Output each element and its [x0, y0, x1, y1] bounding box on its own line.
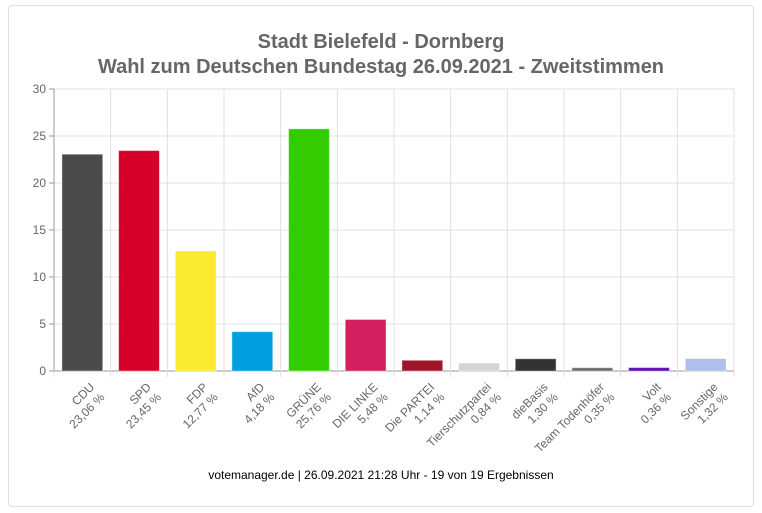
bar-fdp: [174, 250, 217, 372]
bar-die-partei: [401, 359, 444, 372]
bar-sonstige: [684, 358, 727, 372]
footer-source: votemanager.de | 26.09.2021 21:28 Uhr - …: [208, 468, 554, 482]
x-tick-label: AfD4,18 %: [231, 380, 278, 427]
bar-grüne: [288, 128, 330, 372]
bar-diebasis: [514, 358, 557, 372]
bar-team-todenhöfer: [571, 367, 614, 372]
x-tick-label: GRÜNE25,76 %: [283, 380, 334, 431]
bar-volt: [628, 367, 670, 372]
y-tick-label: 30: [33, 82, 47, 96]
y-tick-label: 0: [39, 364, 46, 378]
x-tick-label: SPD23,45 %: [113, 380, 164, 431]
chart-title: Stadt Bielefeld - Dornberg: [257, 31, 505, 53]
bar-spd: [118, 150, 160, 372]
y-tick-label: 15: [33, 223, 47, 237]
bar-tierschutzpartei: [458, 362, 500, 372]
x-tick-label: DIE LINKE5,48 %: [330, 380, 391, 441]
x-tick-label: Volt0,36 %: [628, 380, 675, 427]
x-tick-label: FDP12,77 %: [170, 380, 221, 431]
bar-die-linke: [344, 318, 387, 372]
y-tick-label: 10: [33, 270, 47, 284]
chart-subtitle: Wahl zum Deutschen Bundestag 26.09.2021 …: [97, 56, 665, 78]
y-tick-label: 25: [33, 129, 47, 143]
x-tick-label: Sonstige1,32 %: [678, 380, 731, 433]
bar-cdu: [61, 153, 104, 372]
x-tick-label: CDU23,06 %: [56, 380, 107, 431]
y-tick-label: 5: [39, 317, 46, 331]
bar-afd: [231, 331, 274, 372]
y-tick-label: 20: [33, 176, 47, 190]
